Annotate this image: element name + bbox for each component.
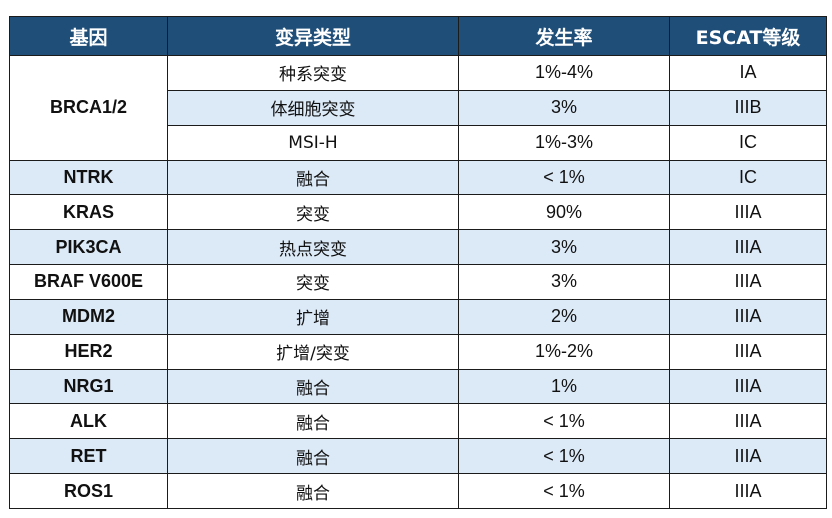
gene-cell: NRG1 bbox=[9, 368, 168, 405]
table-row: NTRK 融合 < 1% IC bbox=[9, 159, 827, 196]
table-row: BRAF V600E 突变 3% IIIA bbox=[9, 264, 827, 300]
gene-cell: NTRK bbox=[9, 159, 168, 196]
variant-type-cell: 突变 bbox=[167, 264, 459, 300]
gene-cell: PIK3CA bbox=[9, 229, 168, 266]
variant-type-cell: 热点突变 bbox=[167, 229, 459, 266]
variant-type-cell: 融合 bbox=[167, 438, 459, 475]
gene-cell: ALK bbox=[9, 403, 168, 440]
escat-level-cell: IC bbox=[669, 159, 827, 196]
escat-level-cell: IC bbox=[669, 124, 827, 161]
table-row: PIK3CA 热点突变 3% IIIA bbox=[9, 229, 827, 266]
incidence-cell: < 1% bbox=[458, 159, 670, 196]
incidence-cell: 3% bbox=[458, 264, 670, 300]
table-row: HER2 扩增/突变 1%-2% IIIA bbox=[9, 333, 827, 370]
incidence-cell: 1% bbox=[458, 368, 670, 405]
escat-level-cell: IIIA bbox=[669, 403, 827, 440]
table-header-row: 基因 变异类型 发生率 ESCAT等级 bbox=[9, 16, 827, 56]
escat-level-cell: IIIA bbox=[669, 438, 827, 475]
variant-type-cell: 体细胞突变 bbox=[167, 89, 459, 126]
escat-level-cell: IIIA bbox=[669, 368, 827, 405]
table-row: 体细胞突变 3% IIIB bbox=[10, 89, 827, 126]
incidence-cell: 1%-4% bbox=[458, 55, 670, 91]
table-row: NRG1 融合 1% IIIA bbox=[9, 368, 827, 405]
header-incidence: 发生率 bbox=[458, 16, 670, 56]
incidence-cell: 3% bbox=[458, 229, 670, 266]
incidence-cell: 1%-2% bbox=[458, 333, 670, 370]
incidence-cell: 2% bbox=[458, 298, 670, 335]
table-row: ALK 融合 < 1% IIIA bbox=[9, 403, 827, 440]
incidence-cell: 90% bbox=[458, 194, 670, 231]
escat-level-cell: IIIA bbox=[669, 473, 827, 509]
variant-type-cell: 融合 bbox=[167, 473, 459, 509]
table-row: MSI-H 1%-3% IC bbox=[10, 124, 827, 161]
incidence-cell: < 1% bbox=[458, 403, 670, 440]
variant-type-cell: 突变 bbox=[167, 194, 459, 231]
variant-type-cell: 融合 bbox=[167, 403, 459, 440]
incidence-cell: < 1% bbox=[458, 438, 670, 475]
header-escat-level: ESCAT等级 bbox=[669, 16, 827, 56]
gene-cell: MDM2 bbox=[9, 298, 168, 335]
gene-cell: BRCA1/2 bbox=[9, 55, 168, 161]
escat-level-cell: IIIA bbox=[669, 264, 827, 300]
table-row: MDM2 扩增 2% IIIA bbox=[9, 298, 827, 335]
escat-level-cell: IIIA bbox=[669, 333, 827, 370]
escat-level-cell: IIIA bbox=[669, 194, 827, 231]
gene-cell: ROS1 bbox=[9, 473, 168, 509]
escat-level-cell: IIIA bbox=[669, 229, 827, 266]
escat-level-cell: IA bbox=[669, 55, 827, 91]
gene-cell: BRAF V600E bbox=[9, 264, 168, 300]
gene-cell: RET bbox=[9, 438, 168, 475]
variant-type-cell: 扩增/突变 bbox=[167, 333, 459, 370]
header-variant-type: 变异类型 bbox=[167, 16, 459, 56]
variant-type-cell: 融合 bbox=[167, 159, 459, 196]
gene-cell: KRAS bbox=[9, 194, 168, 231]
header-gene: 基因 bbox=[9, 16, 168, 56]
escat-level-cell: IIIA bbox=[669, 298, 827, 335]
mutation-table: 基因 变异类型 发生率 ESCAT等级 BRCA1/2 种系突变 1%-4% I… bbox=[9, 16, 827, 509]
incidence-cell: 3% bbox=[458, 89, 670, 126]
incidence-cell: < 1% bbox=[458, 473, 670, 509]
table-row: RET 融合 < 1% IIIA bbox=[9, 438, 827, 475]
variant-type-cell: MSI-H bbox=[167, 124, 459, 161]
incidence-cell: 1%-3% bbox=[458, 124, 670, 161]
gene-cell: HER2 bbox=[9, 333, 168, 370]
escat-level-cell: IIIB bbox=[669, 89, 827, 126]
table-row: KRAS 突变 90% IIIA bbox=[9, 194, 827, 231]
variant-type-cell: 种系突变 bbox=[167, 55, 459, 91]
table-row: BRCA1/2 种系突变 1%-4% IA bbox=[9, 55, 827, 161]
table-row: ROS1 融合 < 1% IIIA bbox=[9, 473, 827, 509]
variant-type-cell: 融合 bbox=[167, 368, 459, 405]
variant-type-cell: 扩增 bbox=[167, 298, 459, 335]
